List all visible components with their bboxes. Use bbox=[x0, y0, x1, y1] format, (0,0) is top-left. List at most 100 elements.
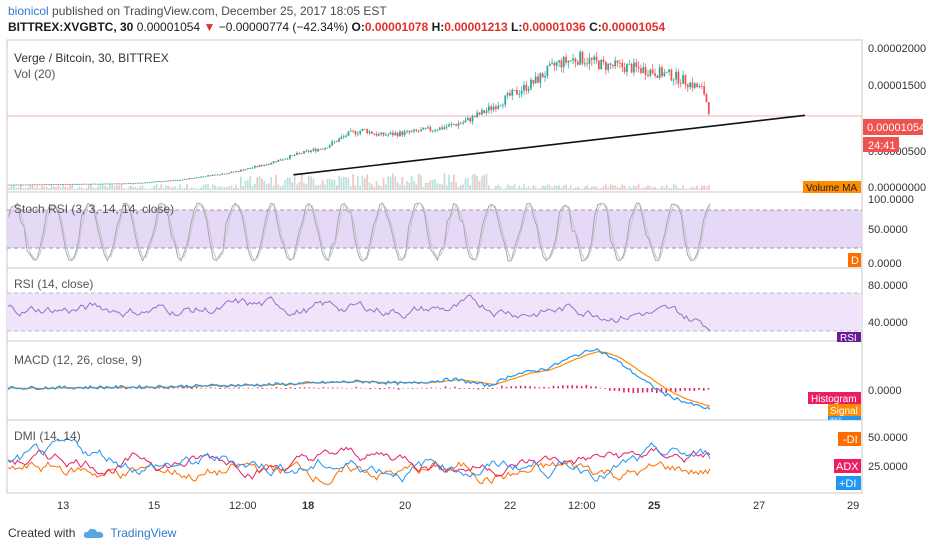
candle-body bbox=[99, 183, 102, 185]
histogram-bar bbox=[233, 387, 235, 389]
candle-body bbox=[249, 168, 252, 169]
rsi-line bbox=[7, 294, 711, 332]
rsi-axis[interactable]: 80.0000 40.0000 bbox=[868, 280, 908, 329]
volume-bar bbox=[242, 186, 245, 190]
candle-body bbox=[183, 178, 186, 180]
time-axis[interactable]: 13 15 12:00 18 20 22 12:00 25 27 29 bbox=[57, 500, 859, 512]
histogram-bar bbox=[289, 387, 292, 389]
volume-bar bbox=[663, 187, 666, 190]
symbol-info: BITTREX:XVGBTC, 30 0.00001054 ▼ −0.00000… bbox=[8, 20, 665, 34]
plus-di-line bbox=[7, 437, 711, 483]
volume-bar bbox=[462, 184, 464, 190]
candle-body bbox=[321, 148, 324, 150]
high-label: H: bbox=[431, 20, 445, 34]
low-value: 0.00001036 bbox=[522, 20, 586, 34]
histogram-bar bbox=[341, 387, 343, 389]
candle-body bbox=[160, 181, 163, 183]
candle-body bbox=[57, 184, 60, 185]
volume-bar bbox=[464, 178, 467, 190]
tradingview-logo[interactable]: TradingView bbox=[83, 526, 176, 540]
volume-bar bbox=[197, 188, 200, 190]
volume-bar bbox=[417, 173, 420, 190]
volume-bar bbox=[66, 187, 69, 190]
candle-body bbox=[111, 183, 113, 185]
histogram-bar bbox=[162, 388, 165, 389]
stoch-tick: 0.0000 bbox=[868, 258, 902, 270]
histogram-bar bbox=[261, 388, 264, 389]
author-link[interactable]: bionicol bbox=[8, 4, 49, 18]
candle-body bbox=[62, 184, 64, 185]
volume-bar bbox=[600, 187, 603, 190]
candle-body bbox=[331, 141, 333, 146]
histogram-bar bbox=[637, 388, 639, 393]
volume-bar bbox=[492, 188, 495, 190]
candle-body bbox=[619, 62, 621, 64]
candle-body bbox=[31, 184, 34, 186]
histogram-bar bbox=[641, 388, 644, 393]
candle-body bbox=[406, 130, 408, 132]
candle-body bbox=[544, 75, 546, 78]
candle-body bbox=[151, 181, 153, 183]
histogram-bar bbox=[270, 387, 273, 389]
candle-body bbox=[45, 184, 48, 185]
candle-body bbox=[464, 120, 467, 123]
trend-line[interactable] bbox=[293, 114, 806, 176]
candle-body bbox=[378, 134, 380, 136]
candle-body bbox=[291, 155, 294, 156]
volume-bar bbox=[539, 188, 542, 190]
volume-bar bbox=[686, 188, 689, 190]
candle-body bbox=[73, 183, 76, 185]
histogram-bar bbox=[247, 387, 250, 389]
volume-bar bbox=[31, 184, 34, 190]
histogram-bar bbox=[702, 388, 705, 391]
signal-line bbox=[7, 351, 711, 407]
price-axis[interactable]: 0.00002000 0.00001500 0.00000500 0.00000… bbox=[868, 43, 926, 194]
volume-bar bbox=[169, 187, 172, 190]
candle-body bbox=[483, 110, 486, 113]
price-tick: 0.00002000 bbox=[868, 43, 926, 55]
candle-body bbox=[600, 59, 603, 70]
volume-bar bbox=[485, 173, 488, 190]
volume-bar bbox=[579, 188, 581, 190]
candle-body bbox=[307, 150, 310, 152]
candle-body bbox=[656, 75, 659, 78]
candle-body bbox=[197, 177, 200, 179]
chart-canvas[interactable]: Verge / Bitcoin, 30, BITTREX Vol (20) St… bbox=[0, 0, 932, 520]
volume-bar bbox=[403, 185, 406, 190]
candle-body bbox=[167, 180, 170, 182]
volume-bar bbox=[707, 185, 710, 190]
time-tick: 27 bbox=[753, 500, 765, 512]
volume-bar bbox=[300, 174, 303, 190]
histogram-bar bbox=[416, 388, 419, 389]
minus-di-line bbox=[7, 459, 711, 486]
volume-bar bbox=[478, 181, 481, 190]
volume-bar bbox=[151, 187, 153, 190]
dmi-axis[interactable]: 50.0000 25.0000 bbox=[868, 432, 908, 473]
candle-body bbox=[647, 75, 649, 76]
histogram-bar bbox=[374, 387, 376, 389]
candle-body bbox=[504, 95, 507, 105]
candle-body bbox=[347, 131, 350, 136]
candle-body bbox=[94, 183, 97, 185]
volume-bar bbox=[698, 188, 701, 190]
volume-bar bbox=[15, 187, 18, 190]
candle-body bbox=[513, 89, 516, 91]
rsi-series bbox=[7, 294, 711, 332]
histogram-bar bbox=[660, 388, 663, 393]
volume-bar bbox=[202, 184, 205, 190]
volume-bars bbox=[8, 173, 710, 190]
open-label: O: bbox=[351, 20, 365, 34]
candle-body bbox=[242, 169, 245, 171]
candle-body bbox=[352, 130, 355, 132]
volume-bar bbox=[560, 187, 563, 190]
volume-bar bbox=[261, 178, 263, 190]
candle-body bbox=[628, 63, 631, 65]
volume-bar bbox=[574, 187, 577, 190]
candle-body bbox=[289, 155, 291, 159]
candle-body bbox=[333, 141, 336, 143]
candle-body bbox=[275, 161, 277, 163]
candle-body bbox=[392, 132, 394, 136]
stoch-axis[interactable]: 100.0000 50.0000 0.0000 bbox=[868, 194, 914, 270]
histogram-bar bbox=[181, 387, 184, 389]
histogram-bar bbox=[224, 387, 226, 389]
